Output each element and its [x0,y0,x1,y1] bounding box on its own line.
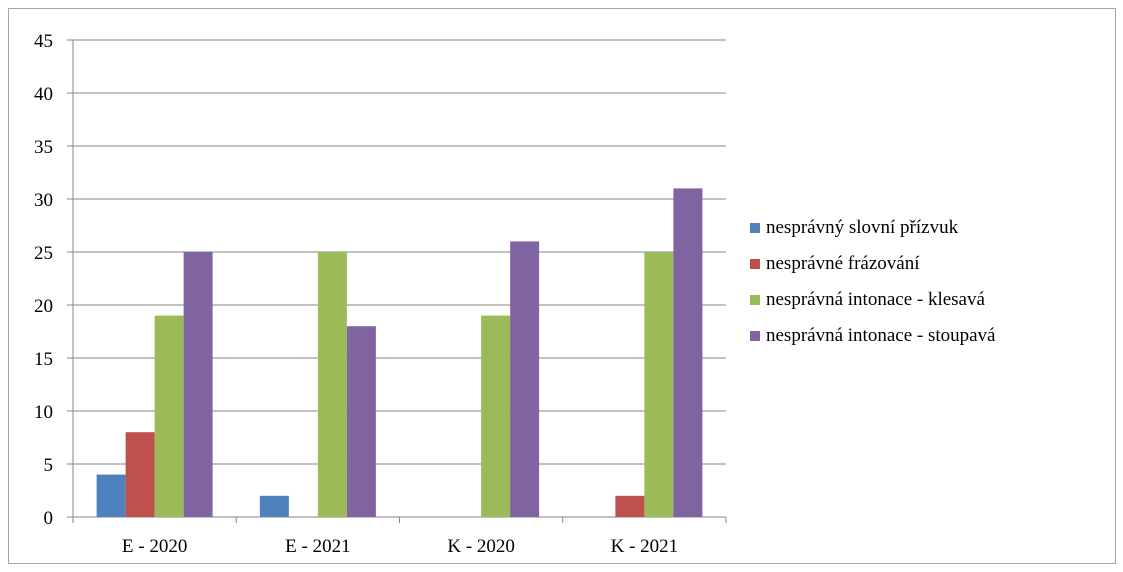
bar [510,241,540,517]
legend-label: nesprávný slovní přízvuk [766,217,959,238]
legend: nesprávný slovní přízvuk nesprávné frázov… [750,210,1110,354]
legend-item: nesprávný slovní přízvuk [750,210,1110,246]
legend-label: nesprávné frázování [766,253,920,274]
bar [317,252,347,517]
x-tick-label: E - 2020 [122,536,187,557]
bar [346,326,376,517]
x-tick-label: K - 2021 [611,536,679,557]
legend-item: nesprávná intonace - stoupavá [750,318,1110,354]
y-tick-label: 45 [34,31,53,52]
y-tick-label: 40 [34,84,53,105]
x-tick-label: K - 2020 [447,536,515,557]
bar [673,188,703,517]
y-tick-label: 15 [34,349,53,370]
y-tick-label: 0 [44,508,54,529]
legend-swatch [750,223,760,233]
y-tick-label: 35 [34,137,53,158]
y-tick-label: 25 [34,243,53,264]
bar [183,252,213,517]
bar [259,495,289,517]
bar [125,432,155,517]
legend-item: nesprávná intonace - klesavá [750,282,1110,318]
bar [481,315,511,517]
legend-swatch [750,331,760,341]
y-tick-label: 30 [34,190,53,211]
x-tick-label: E - 2021 [285,536,350,557]
legend-swatch [750,259,760,269]
legend-label: nesprávná intonace - klesavá [766,289,985,310]
y-tick-label: 10 [34,402,53,423]
legend-item: nesprávné frázování [750,246,1110,282]
bar [96,474,126,517]
bar [615,495,645,517]
y-tick-label: 20 [34,296,53,317]
legend-label: nesprávná intonace - stoupavá [766,325,996,346]
y-tick-label: 5 [44,455,54,476]
bar [154,315,184,517]
legend-swatch [750,295,760,305]
bar [644,252,674,517]
